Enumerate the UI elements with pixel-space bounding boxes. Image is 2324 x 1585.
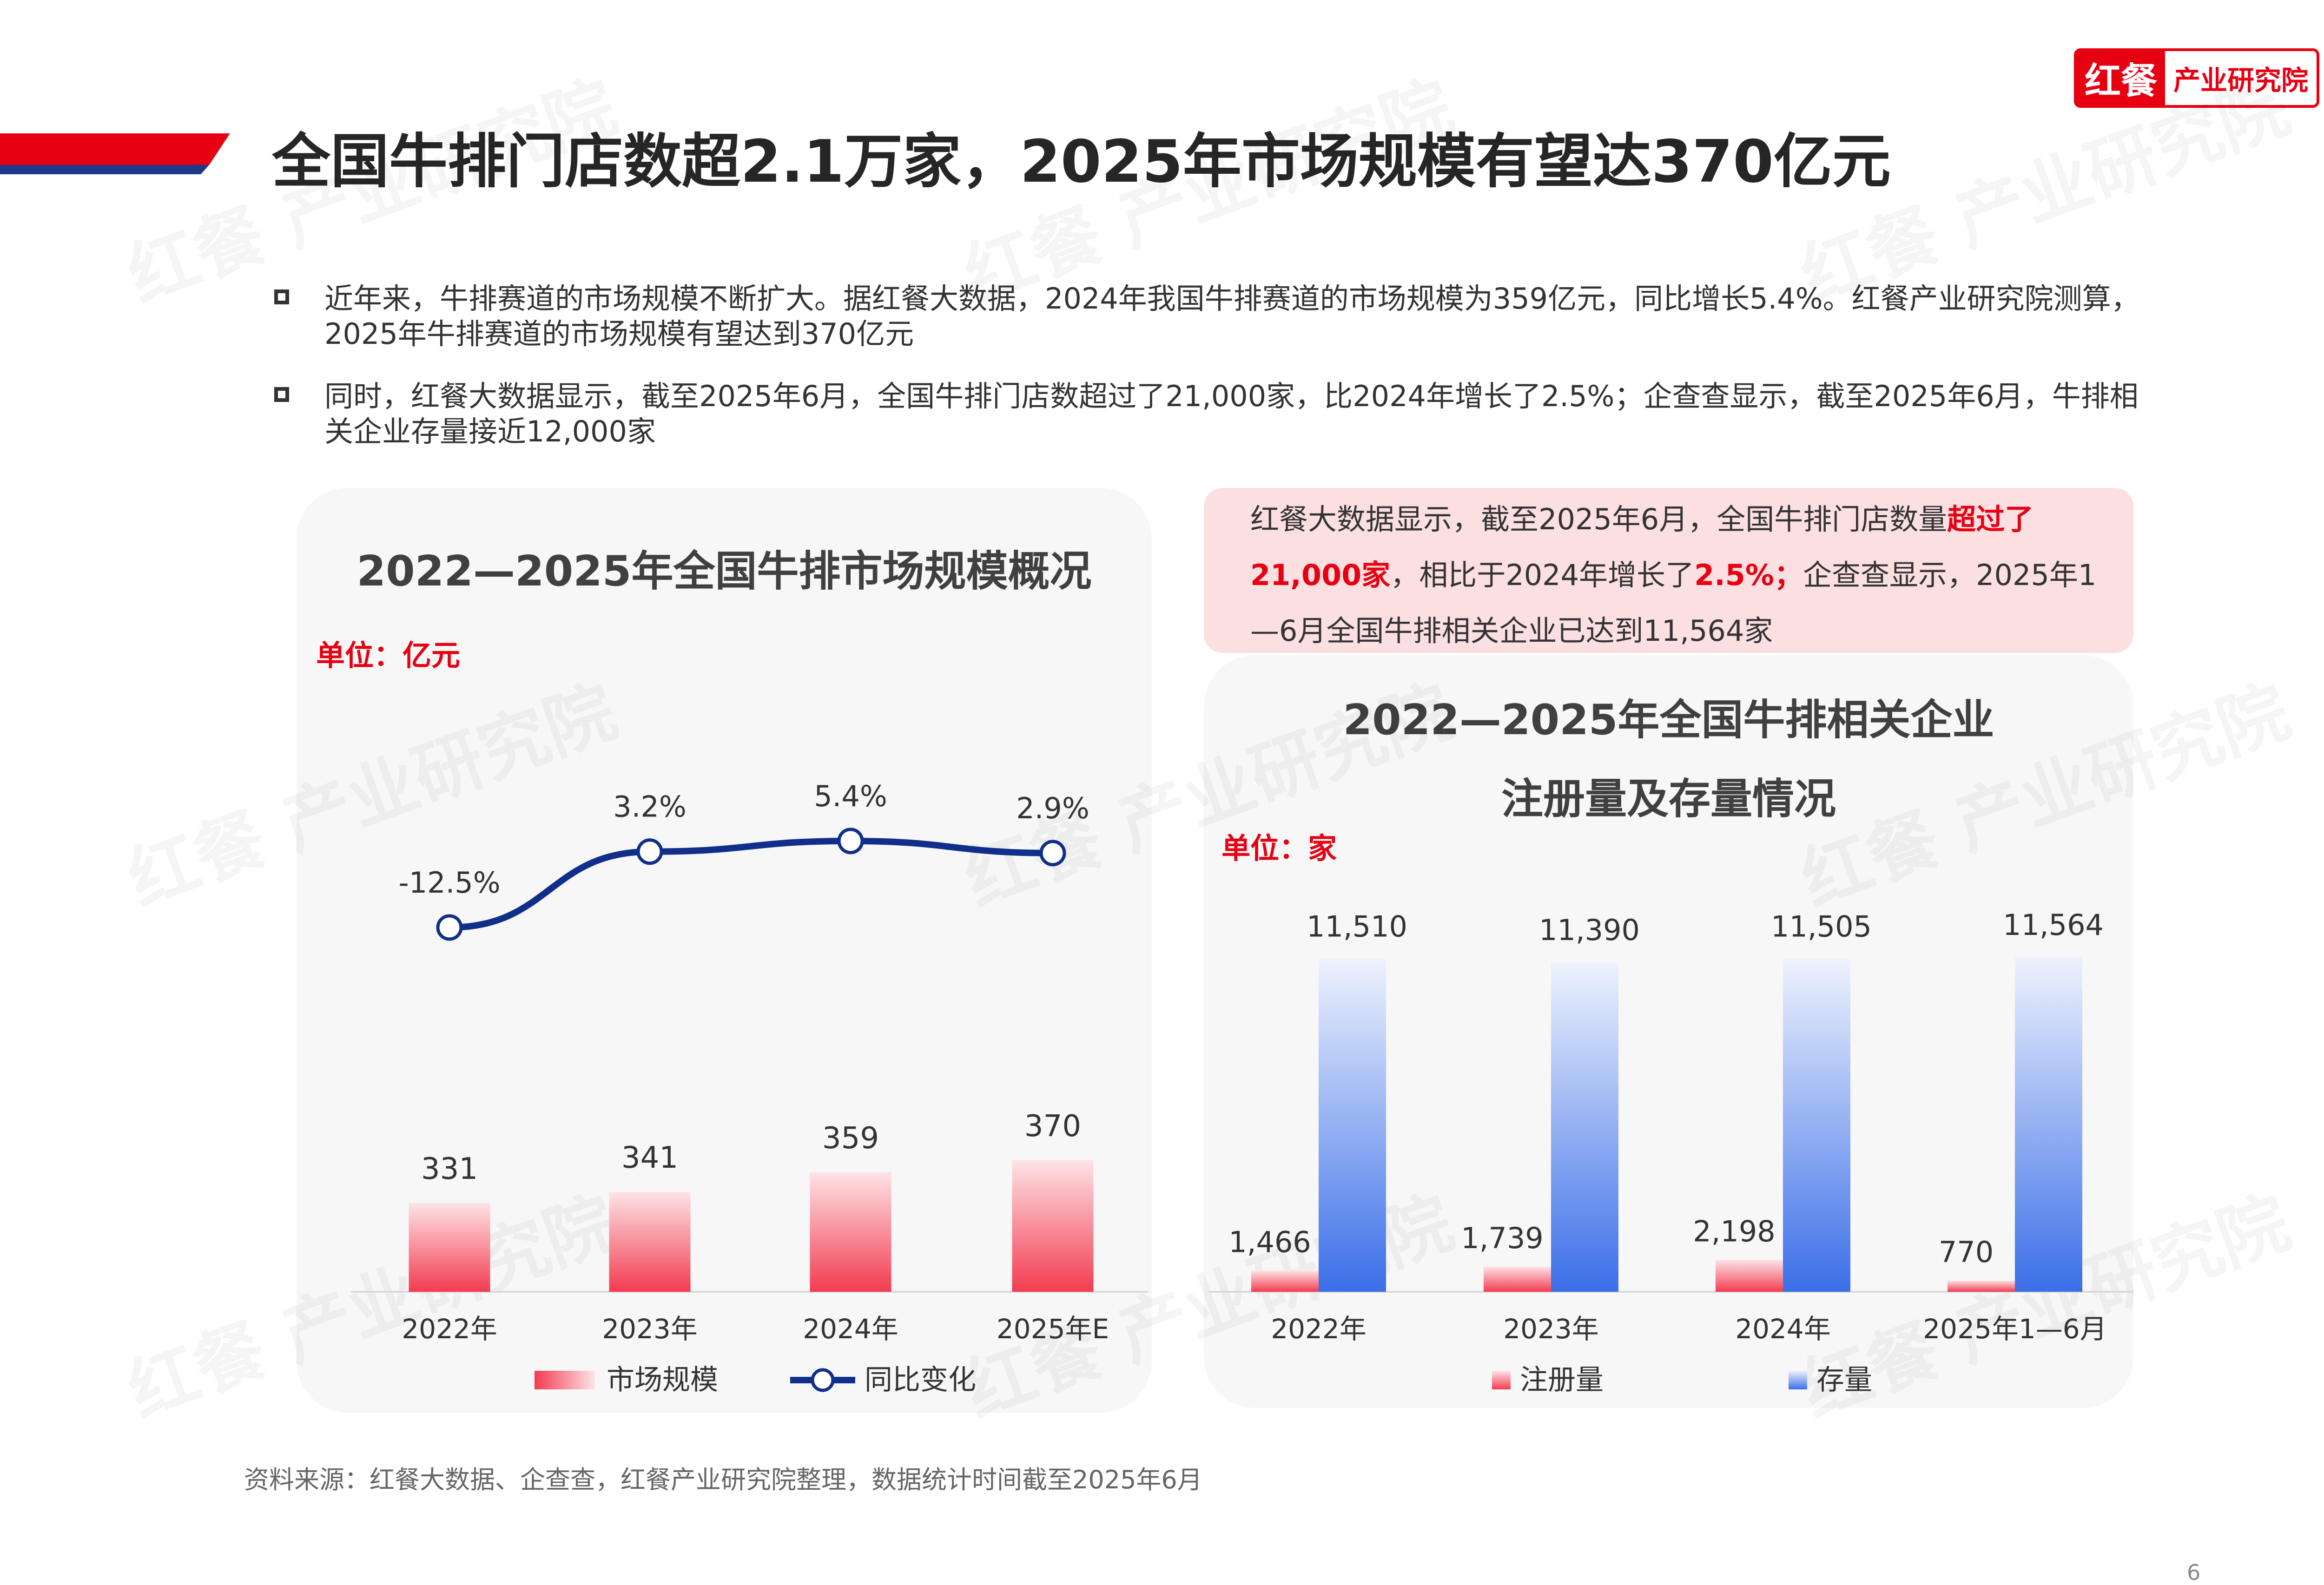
legend-swatch-registrations — [1492, 1371, 1511, 1389]
bar-value-label: 359 — [822, 1121, 879, 1156]
watermark-text: 红餐 产业研究院 — [954, 66, 1463, 317]
yoy-value-label: -12.5% — [398, 866, 500, 900]
highlight-text-part: 红餐大数据显示，截至2025年6月，全国牛排门店数量 — [1250, 502, 1948, 536]
legend-swatch-stock — [1789, 1371, 1807, 1389]
bar-value-label: 370 — [1024, 1109, 1081, 1144]
market-size-chart: 331 2022年 341 2023年 359 2024年 370 2025年E -12.5% 3… — [351, 779, 1148, 1396]
brand-logo-mark: 红餐 — [2077, 51, 2165, 105]
enterprise-chart-title-line: 注册量及存量情况 — [1501, 775, 1836, 823]
bar-value-label: 2,198 — [1693, 1215, 1776, 1249]
yoy-value-label: 2.9% — [1016, 791, 1089, 825]
source-note: 资料来源：红餐大数据、企查查，红餐产业研究院整理，数据统计时间截至2025年6月 — [244, 1465, 1202, 1494]
bar-registrations — [1948, 1281, 2015, 1292]
legend-label: 同比变化 — [865, 1364, 976, 1396]
enterprise-chart-title-line: 2022—2025年全国牛排相关企业 — [1343, 696, 1994, 744]
bar-value-label: 11,505 — [1771, 910, 1872, 944]
yoy-value-label: 3.2% — [613, 790, 687, 824]
title-accent-bar — [0, 133, 230, 174]
bar-value-label: 11,390 — [1539, 913, 1640, 947]
yoy-change-line — [449, 837, 1053, 931]
x-tick-label: 2025年1—6月 — [1923, 1313, 2106, 1345]
bullet-text: 同时，红餐大数据显示，截至2025年6月，全国牛排门店数超过了21,000家，比… — [324, 379, 2139, 448]
brand-logo-name: 产业研究院 — [2173, 65, 2308, 96]
watermark-text: 红餐 产业研究院 — [118, 1182, 627, 1433]
bar-value-label: 770 — [1939, 1235, 1994, 1269]
legend-marker-yoy — [811, 1368, 835, 1392]
bar-market-size — [609, 1192, 691, 1292]
highlight-text-part: ，相比于2024年增长了 — [1390, 558, 1695, 592]
x-tick-label: 2022年 — [402, 1313, 497, 1345]
bar-value-label: 11,564 — [2003, 908, 2104, 942]
watermark-text: 红餐 产业研究院 — [118, 66, 627, 317]
bar-value-label: 11,510 — [1307, 909, 1407, 943]
bar-stock — [1551, 962, 1618, 1292]
bar-value-label: 331 — [421, 1152, 478, 1186]
bar-stock — [1319, 959, 1386, 1292]
x-tick-label: 2024年 — [1735, 1313, 1831, 1345]
yoy-point — [636, 838, 663, 865]
page-number: 6 — [2187, 1560, 2201, 1585]
x-tick-label: 2025年E — [997, 1313, 1109, 1345]
x-tick-label: 2023年 — [1503, 1313, 1599, 1345]
page-title: 全国牛排门店数超2.1万家，2025年市场规模有望达370亿元 — [272, 127, 1891, 196]
x-tick-label: 2022年 — [1271, 1313, 1367, 1345]
bar-registrations — [1251, 1270, 1319, 1292]
legend-label: 存量 — [1816, 1364, 1872, 1396]
bar-registrations — [1484, 1266, 1551, 1292]
highlight-text-part: 企查查显示，2025年1—6月全国牛排相关企业已达到11,564家 — [1250, 558, 2097, 648]
legend-label: 注册量 — [1520, 1364, 1604, 1396]
yoy-value-label: 5.4% — [814, 779, 887, 813]
legend-label: 市场规模 — [607, 1364, 718, 1396]
enterprise-unit: 单位：家 — [1221, 831, 1337, 865]
bar-market-size — [1012, 1160, 1094, 1292]
bar-market-size — [810, 1172, 891, 1292]
bar-value-label: 341 — [621, 1141, 678, 1175]
bar-value-label: 1,466 — [1228, 1225, 1311, 1259]
x-tick-label: 2023年 — [602, 1313, 698, 1345]
watermark-text: 红餐 产业研究院 — [1791, 671, 2300, 921]
enterprise-chart-title: 2022—2025年全国牛排相关企业 注册量及存量情况 — [1204, 681, 2133, 839]
highlight-text: 红餐大数据显示，截至2025年6月，全国牛排门店数量超过了21,000家，相比于… — [1250, 492, 2124, 659]
watermark-text: 红餐 产业研究院 — [118, 671, 627, 921]
brand-logo: 红餐 产业研究院 — [2074, 48, 2319, 108]
highlight-emphasis: 2.5%； — [1694, 558, 1803, 592]
market-size-unit: 单位：亿元 — [316, 638, 461, 672]
bar-stock — [2015, 957, 2082, 1292]
enterprise-chart: 1,466 11,510 2022年 1,739 11,390 2023年 2,198 11,… — [1208, 908, 2133, 1396]
yoy-point — [436, 914, 463, 941]
highlight-box — [1204, 488, 2133, 653]
yoy-point — [1039, 840, 1066, 867]
bar-registrations — [1716, 1260, 1783, 1292]
bar-stock — [1783, 959, 1850, 1292]
bullet-square-icon — [274, 289, 289, 304]
bullet-square-icon — [274, 387, 289, 402]
bar-value-label: 1,739 — [1461, 1221, 1544, 1255]
legend-swatch-market-size — [535, 1371, 595, 1389]
watermark-text: 红餐 产业研究院 — [1791, 66, 2300, 317]
x-tick-label: 2024年 — [803, 1313, 898, 1345]
highlight-emphasis: 超过了21,000家 — [1250, 502, 2034, 592]
market-size-chart-title: 2022—2025年全国牛排市场规模概况 — [357, 547, 1092, 596]
yoy-point — [837, 828, 864, 855]
bar-market-size — [409, 1203, 490, 1292]
bullet-text: 近年来，牛排赛道的市场规模不断扩大。据红餐大数据，2024年我国牛排赛道的市场规… — [324, 282, 2140, 351]
